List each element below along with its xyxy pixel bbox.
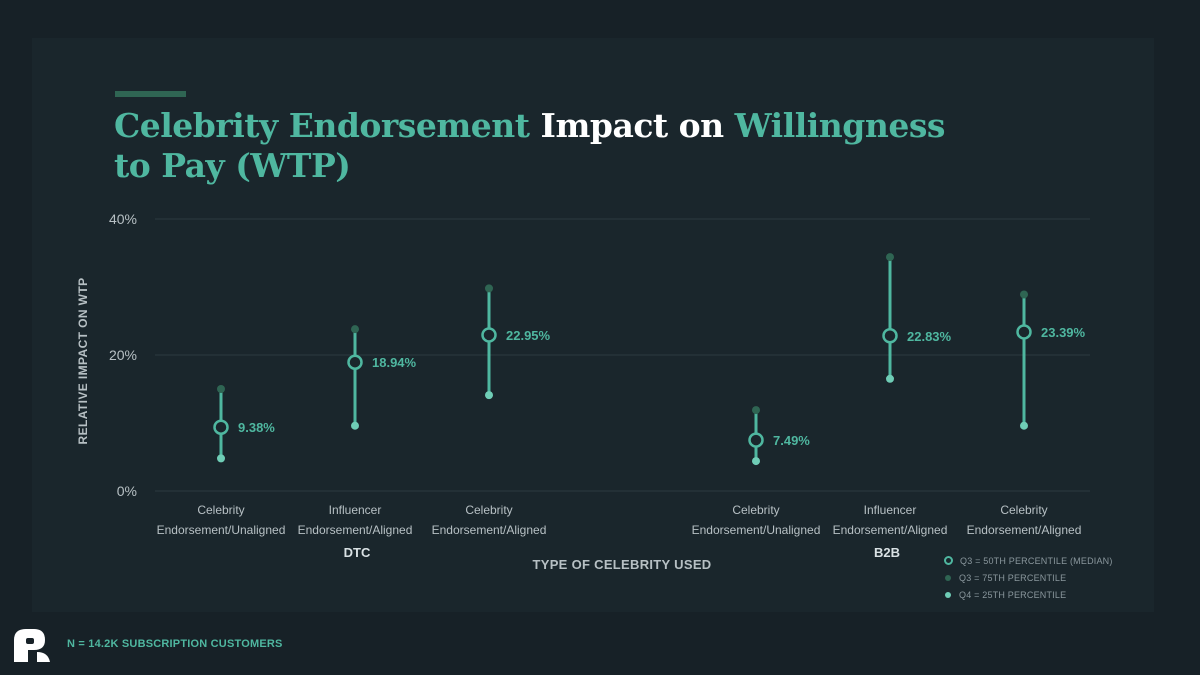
q75-dot (886, 253, 894, 262)
category-label: Endorsement/Aligned (432, 523, 547, 537)
category-label: Endorsement/Unaligned (692, 523, 821, 537)
legend-label: Q3 = 50TH PERCENTILE (MEDIAN) (960, 555, 1113, 566)
median-value-label: 22.83% (907, 329, 952, 344)
category-label: Influencer (864, 503, 917, 517)
q75-dot (485, 284, 493, 293)
q25-dot (351, 421, 359, 430)
category-label: Celebrity (732, 503, 779, 517)
q25-dot (485, 391, 493, 400)
title-segment: Willingness to Pay (WTP) (114, 106, 946, 185)
category-label: Celebrity (1000, 503, 1047, 517)
category-label: Influencer (329, 503, 382, 517)
q75-dot (351, 325, 359, 334)
median-value-label: 18.94% (372, 355, 417, 370)
median-marker (882, 328, 898, 344)
legend-item-q75: Q3 = 75TH PERCENTILE (944, 569, 1113, 586)
category-label: Endorsement/Aligned (967, 523, 1082, 537)
q75-marker-icon (945, 574, 951, 581)
median-value-label: 23.39% (1041, 325, 1086, 340)
brand-logo-icon (14, 629, 50, 662)
median-marker (213, 419, 229, 435)
y-tick-label: 20% (109, 347, 137, 363)
category-label: Endorsement/Unaligned (157, 523, 286, 537)
y-tick-label: 40% (109, 211, 137, 227)
y-axis-title: RELATIVE IMPACT ON WTP (76, 277, 90, 444)
category-label: Endorsement/Aligned (833, 523, 948, 537)
median-marker (347, 354, 363, 370)
q25-dot (886, 374, 894, 383)
group-label: B2B (874, 545, 900, 560)
q25-dot (217, 454, 225, 463)
median-value-label: 7.49% (773, 433, 810, 448)
median-value-label: 22.95% (506, 328, 551, 343)
q75-dot (217, 385, 225, 393)
y-tick-label: 0% (117, 483, 137, 499)
median-marker (481, 327, 497, 343)
title-segment: Impact on (540, 106, 735, 145)
median-value-label: 9.38% (238, 420, 275, 435)
title-accent-bar (115, 91, 186, 97)
sample-size-footnote: N = 14.2K SUBSCRIPTION CUSTOMERS (67, 638, 283, 650)
median-marker (1016, 324, 1032, 340)
legend-item-q25: Q4 = 25TH PERCENTILE (944, 586, 1113, 603)
q75-dot (1020, 290, 1028, 299)
group-label: DTC (344, 545, 371, 560)
category-label: Celebrity (197, 503, 244, 517)
q75-dot (752, 406, 760, 415)
chart-panel (32, 38, 1154, 612)
median-marker-icon (944, 556, 953, 565)
legend-label: Q3 = 75TH PERCENTILE (959, 572, 1067, 583)
category-label: Celebrity (465, 503, 512, 517)
category-label: Endorsement/Aligned (298, 523, 413, 537)
q25-dot (752, 457, 760, 466)
legend-label: Q4 = 25TH PERCENTILE (959, 589, 1067, 600)
legend-item-median: Q3 = 50TH PERCENTILE (MEDIAN) (944, 552, 1113, 569)
q25-marker-icon (945, 591, 951, 598)
chart-legend: Q3 = 50TH PERCENTILE (MEDIAN) Q3 = 75TH … (944, 552, 1113, 603)
q25-dot (1020, 421, 1028, 430)
title-segment: Celebrity Endorsement (114, 106, 541, 145)
chart-title: Celebrity Endorsement Impact on Willingn… (114, 106, 974, 186)
x-axis-title: TYPE OF CELEBRITY USED (533, 557, 712, 572)
median-marker (748, 432, 764, 448)
